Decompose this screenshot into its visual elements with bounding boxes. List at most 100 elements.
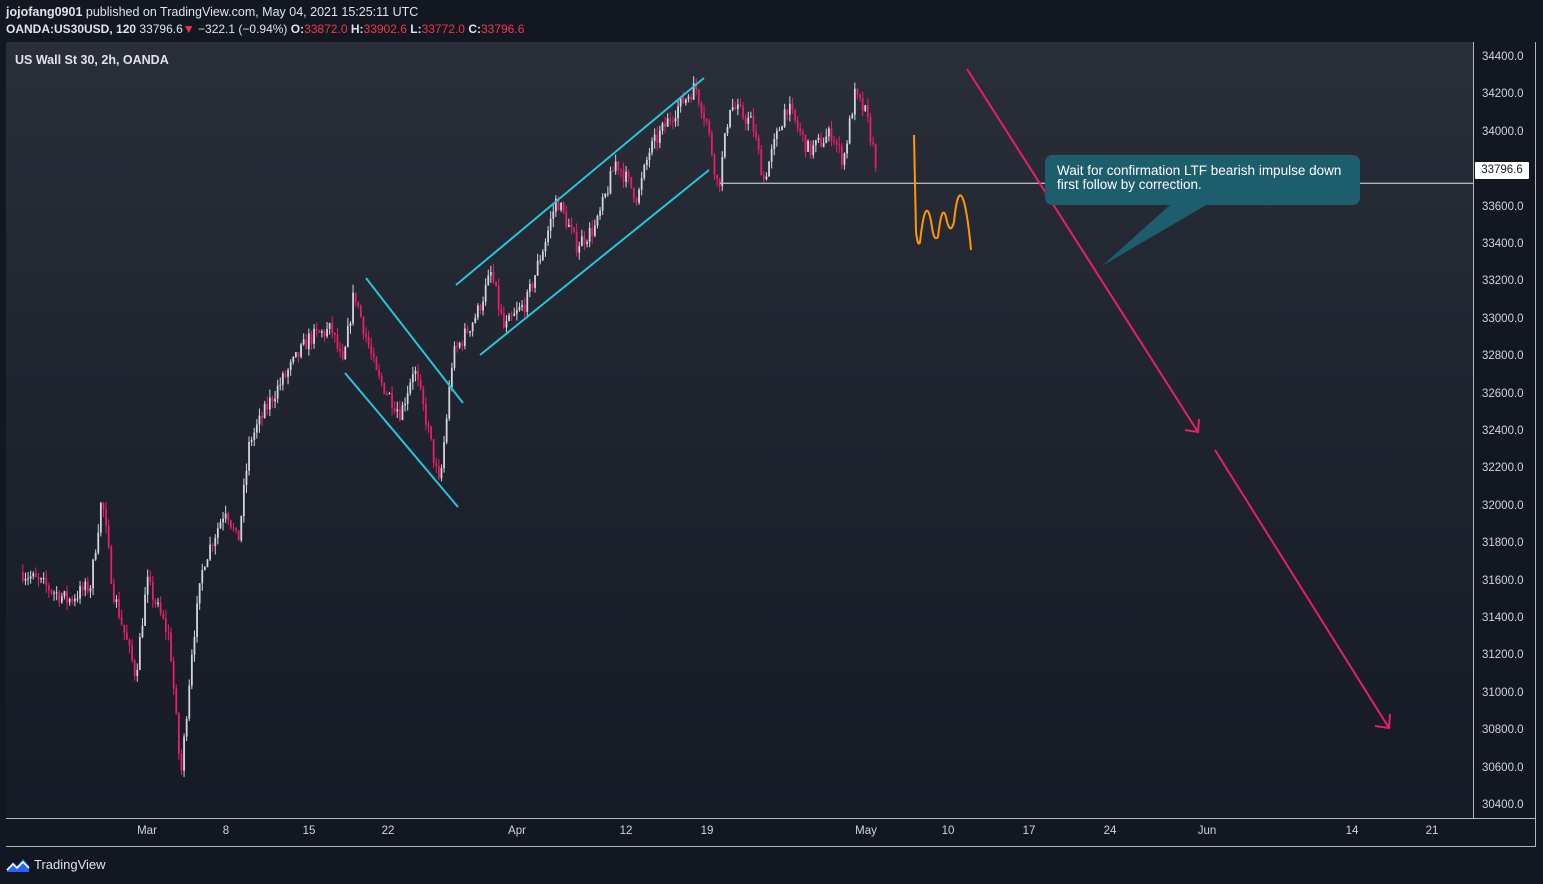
candle-body — [710, 133, 713, 155]
candle-body — [614, 161, 617, 172]
price-tick-label: 32400.0 — [1482, 425, 1524, 437]
candle-body — [825, 136, 828, 144]
candle-body — [692, 83, 695, 100]
callout-text: Wait for confirmation LTF bearish impuls… — [1057, 163, 1342, 192]
tradingview-logo-icon[interactable] — [6, 856, 30, 874]
candle-body — [245, 470, 248, 486]
candle-body — [606, 193, 609, 195]
price-tick-label: 32800.0 — [1482, 350, 1524, 363]
candle-body — [190, 654, 193, 686]
down-arrow-icon: ▼ — [182, 22, 195, 36]
price-tick-label: 31200.0 — [1482, 649, 1524, 662]
bearish-arrow-2-head — [1374, 713, 1391, 730]
tradingview-brand[interactable]: TradingView — [34, 857, 106, 872]
candle-body — [349, 323, 352, 326]
time-tick-label: 8 — [222, 825, 230, 837]
price-tick-label: 31600.0 — [1482, 574, 1524, 587]
candle-body — [146, 576, 149, 595]
descending-channel-upper — [365, 277, 464, 404]
candle-body — [757, 137, 760, 150]
candle-body — [359, 306, 362, 318]
candle-body — [838, 144, 841, 146]
candle-body — [443, 442, 445, 469]
candle-body — [21, 572, 24, 581]
candle-body — [66, 591, 68, 603]
candle-body — [801, 131, 804, 135]
candle-body — [775, 130, 778, 140]
candle-body — [34, 573, 37, 577]
candle-body — [497, 285, 500, 309]
frame-border-bottom — [6, 846, 1536, 847]
candle-body — [300, 344, 302, 357]
candle-body — [716, 174, 718, 179]
candle-body — [872, 142, 874, 145]
candle-body — [365, 334, 367, 337]
candle-body — [175, 688, 178, 714]
candle-body — [235, 527, 237, 531]
candle-body — [89, 588, 92, 592]
last-price: 33796.6 — [139, 22, 183, 36]
candle-body — [341, 351, 344, 360]
candle-body — [370, 345, 373, 354]
candle-body — [284, 373, 287, 377]
time-axis[interactable] — [6, 818, 1536, 847]
candle-body — [526, 291, 529, 312]
price-tick-label: 34400.0 — [1482, 51, 1524, 63]
candle-body — [747, 117, 750, 124]
candle-body — [240, 516, 243, 541]
candle-body — [294, 352, 297, 357]
candle-body — [817, 137, 820, 141]
candle-body — [664, 123, 666, 127]
candle-body — [214, 537, 217, 547]
candle-body — [463, 328, 466, 346]
time-tick-label: 12 — [619, 825, 633, 837]
candle-body — [302, 339, 305, 345]
candle-body — [120, 617, 123, 625]
candle-body — [411, 374, 414, 383]
candle-body — [58, 592, 61, 603]
candle-body — [125, 632, 128, 640]
candle-body — [450, 367, 453, 387]
candle-body — [521, 304, 523, 308]
annotation-callout[interactable]: Wait for confirmation LTF bearish impuls… — [1045, 155, 1360, 205]
candle-body — [237, 530, 240, 541]
candle-body — [687, 96, 690, 100]
candle-body — [409, 382, 412, 394]
candle-body — [723, 133, 726, 157]
high-value: 33902.6 — [363, 22, 407, 36]
candle-body — [435, 463, 438, 466]
candle-body — [45, 578, 48, 586]
candle-body — [583, 236, 586, 244]
candle-body — [812, 145, 815, 156]
candle-body — [432, 439, 435, 464]
candle-body — [172, 661, 175, 689]
candle-body — [640, 178, 643, 190]
candle-body — [697, 89, 700, 104]
candle-body — [406, 393, 409, 404]
candle-body — [276, 385, 279, 399]
candle-body — [604, 193, 607, 198]
candle-body — [869, 117, 872, 143]
candle-body — [378, 369, 380, 376]
price-tick-label: 34200.0 — [1482, 88, 1524, 101]
candle-body — [609, 171, 612, 194]
candle-body — [307, 333, 310, 350]
low-label: L: — [410, 22, 422, 36]
candle-body — [796, 120, 799, 129]
candle-body — [739, 104, 742, 107]
candle-body — [840, 145, 843, 165]
candle-body — [367, 336, 370, 346]
candle-body — [726, 127, 729, 134]
candle-body — [229, 520, 232, 528]
candle-body — [508, 315, 510, 322]
candle-body — [326, 328, 328, 337]
candle-body — [261, 415, 263, 419]
author-name[interactable]: jojofang0901 — [6, 5, 83, 19]
candle-body — [469, 331, 471, 333]
price-change: −322.1 (−0.94%) — [198, 22, 288, 36]
candle-body — [703, 113, 705, 120]
candle-body — [744, 117, 747, 124]
candle-body — [874, 144, 877, 168]
candle-body — [63, 591, 66, 597]
candle-body — [833, 141, 835, 143]
